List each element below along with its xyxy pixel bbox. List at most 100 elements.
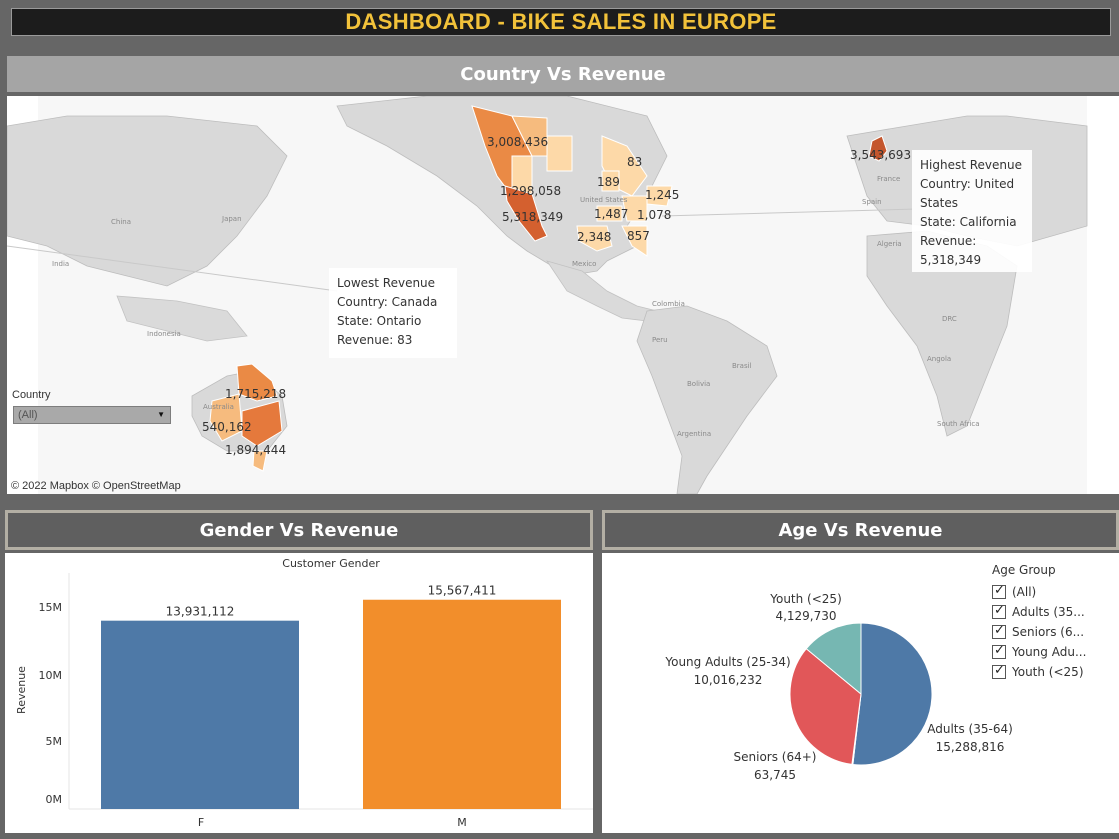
gender-bar-chart[interactable]: Customer Gender Revenue 0M 5M 10M 15M 13… (5, 553, 593, 833)
place-china: China (111, 218, 131, 226)
tooltip-lowest-revenue: Lowest Revenue Country: Canada State: On… (329, 268, 457, 358)
tooltip-high-revenue-label: Revenue: (920, 234, 977, 248)
country-filter-value: (All) (18, 409, 38, 421)
tooltip-high-country-1: Country: United (920, 177, 1015, 191)
map-label-florida: 857 (627, 229, 650, 243)
revenue-map[interactable]: 3,008,436 83 1,298,058 189 1,245 5,318,3… (7, 96, 1119, 494)
place-congo: DRC (942, 315, 957, 323)
map-label-missouri: 1,487 (594, 207, 628, 221)
tooltip-low-country: Country: Canada (337, 295, 438, 309)
place-brasil: Brasil (732, 362, 752, 370)
pie-value-adults: 15,288,816 (936, 740, 1005, 754)
age-chart-panel: Youth (<25) 4,129,730 Young Adults (25-3… (602, 553, 1119, 833)
pie-value-youth: 4,129,730 (775, 609, 836, 623)
dashboard-title-bar: DASHBOARD - BIKE SALES IN EUROPE (11, 8, 1111, 36)
place-argentina: Argentina (677, 430, 711, 438)
pie-label-young-adults: Young Adults (25-34) (664, 655, 790, 669)
map-label-ontario: 83 (627, 155, 642, 169)
pie-slice-adults[interactable] (852, 622, 933, 766)
place-bolivia: Bolivia (687, 380, 710, 388)
map-label-bc: 189 (597, 175, 620, 189)
tooltip-highest-revenue: Highest Revenue Country: United States S… (912, 150, 1032, 272)
place-colombia: Colombia (652, 300, 685, 308)
age-legend-title: Age Group (992, 563, 1056, 577)
pie-value-young-adults: 10,016,232 (694, 673, 763, 687)
place-indonesia: Indonesia (147, 330, 181, 338)
map-credit: © 2022 Mapbox © OpenStreetMap (11, 480, 181, 492)
tooltip-high-revenue-value: 5,318,349 (920, 253, 982, 267)
map-label-oregon: 1,298,058 (500, 184, 561, 198)
legend-label: (All) (1012, 585, 1037, 599)
legend-label: Youth (<25) (1012, 665, 1084, 679)
bar-female[interactable] (101, 620, 299, 809)
age-group-legend: Age Group (All) Adults (35... Seniors (6… (992, 563, 1086, 682)
checkbox-all[interactable] (992, 583, 1006, 599)
gender-ytick: 0M (46, 793, 63, 806)
tooltip-high-country-2: States (920, 196, 959, 210)
legend-item-adults[interactable]: Adults (35... (992, 602, 1086, 622)
pie-label-youth: Youth (<25) (769, 592, 842, 606)
age-section-header: Age Vs Revenue (602, 510, 1119, 550)
legend-item-young-adults[interactable]: Young Adu... (992, 642, 1086, 662)
pie-slices (789, 622, 933, 766)
place-algeria: Algeria (877, 240, 902, 248)
bar-female-value-label: 13,931,112 (166, 605, 235, 619)
pie-label-seniors: Seniors (64+) (734, 750, 817, 764)
gender-ytick: 15M (39, 601, 63, 614)
tooltip-low-title: Lowest Revenue (337, 276, 436, 290)
place-france: France (877, 175, 900, 183)
map-label-queensland: 1,715,218 (225, 387, 286, 401)
place-south-africa: South Africa (937, 420, 980, 428)
age-pie-chart[interactable]: Youth (<25) 4,129,730 Young Adults (25-3… (602, 553, 1119, 833)
legend-item-all[interactable]: (All) (992, 582, 1086, 602)
checkbox-youth[interactable] (992, 663, 1006, 679)
country-filter-label: Country (12, 389, 51, 401)
gender-ytick: 10M (39, 669, 63, 682)
checkbox-adults[interactable] (992, 603, 1006, 619)
tooltip-low-revenue: Revenue: 83 (337, 333, 413, 347)
tooltip-high-state: State: California (920, 215, 1017, 229)
map-label-western-australia: 540,162 (202, 420, 252, 434)
place-peru: Peru (652, 336, 668, 344)
place-japan: Japan (221, 215, 242, 223)
map-section-header: Country Vs Revenue (7, 56, 1119, 92)
legend-label: Adults (35... (1012, 605, 1085, 619)
gender-chart-panel: Customer Gender Revenue 0M 5M 10M 15M 13… (5, 553, 593, 833)
map-label-quebec: 1,245 (645, 188, 679, 202)
checkbox-young-adults[interactable] (992, 643, 1006, 659)
gender-ytick: 5M (46, 735, 63, 748)
place-mexico: Mexico (572, 260, 596, 268)
chevron-down-icon: ▼ (157, 410, 165, 419)
country-filter-dropdown[interactable]: (All) ▼ (13, 406, 171, 424)
legend-label: Young Adu... (1012, 645, 1087, 659)
pie-slice-young-adults[interactable] (789, 648, 862, 765)
map-label-california: 5,318,349 (502, 210, 563, 224)
gender-chart-ylabel: Revenue (15, 666, 28, 714)
map-label-uk: 3,543,693 (850, 148, 911, 162)
gender-chart-title: Customer Gender (282, 557, 380, 570)
tooltip-low-state: State: Ontario (337, 314, 422, 328)
pie-value-seniors: 63,745 (754, 768, 796, 782)
map-label-nsw: 1,894,444 (225, 443, 286, 457)
place-angola: Angola (927, 355, 951, 363)
bar-male[interactable] (363, 599, 561, 809)
map-label-texas: 2,348 (577, 230, 611, 244)
place-australia: Australia (203, 403, 234, 411)
place-india: India (52, 260, 69, 268)
checkbox-seniors[interactable] (992, 623, 1006, 639)
x-tick-female: F (198, 816, 204, 829)
dashboard-title: DASHBOARD - BIKE SALES IN EUROPE (345, 9, 777, 34)
bar-male-value-label: 15,567,411 (428, 584, 497, 598)
gender-section-header: Gender Vs Revenue (5, 510, 593, 550)
place-spain: Spain (862, 198, 882, 206)
tooltip-high-title: Highest Revenue (920, 158, 1022, 172)
legend-item-seniors[interactable]: Seniors (6... (992, 622, 1086, 642)
legend-label: Seniors (6... (1012, 625, 1085, 639)
x-tick-male: M (457, 816, 467, 829)
pie-label-adults: Adults (35-64) (927, 722, 1013, 736)
legend-item-youth[interactable]: Youth (<25) (992, 662, 1086, 682)
map-label-washington: 3,008,436 (487, 135, 548, 149)
pie-slice-youth[interactable] (805, 622, 862, 696)
place-united-states: United States (580, 196, 628, 204)
map-label-new-york: 1,078 (637, 208, 671, 222)
